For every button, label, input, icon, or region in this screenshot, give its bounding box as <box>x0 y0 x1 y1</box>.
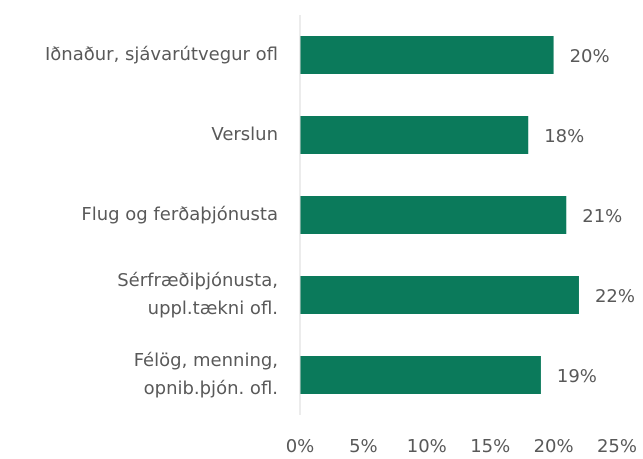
category-label: Verslun <box>211 124 278 145</box>
category-label-line: uppl.tækni ofl. <box>148 298 278 319</box>
x-tick-label: 5% <box>349 436 378 457</box>
x-tick-label: 0% <box>286 436 315 457</box>
category-label-line: Sérfræðiþjónusta, <box>117 270 278 291</box>
bar <box>300 196 567 234</box>
data-label: 21% <box>582 206 622 227</box>
category-label-line: Verslun <box>211 124 278 145</box>
bar <box>300 356 541 394</box>
data-label: 19% <box>557 366 597 387</box>
bar <box>300 36 554 74</box>
data-label: 20% <box>570 46 610 67</box>
category-label: Iðnaður, sjávarútvegur ofl <box>45 44 278 65</box>
data-label: 18% <box>544 126 584 147</box>
category-label-line: Iðnaður, sjávarútvegur ofl <box>45 44 278 65</box>
category-label: Flug og ferðaþjónusta <box>81 204 278 225</box>
data-label: 22% <box>595 286 635 307</box>
bar <box>300 116 529 154</box>
x-tick-label: 10% <box>407 436 447 457</box>
bar <box>300 276 579 314</box>
category-label-line: opnib.þjón. ofl. <box>144 378 278 399</box>
category-label-line: Flug og ferðaþjónusta <box>81 204 278 225</box>
x-tick-label: 25% <box>597 436 637 457</box>
category-label: Félög, menning, opnib.þjón. ofl. <box>134 350 278 399</box>
category-label: Sérfræðiþjónusta, uppl.tækni ofl. <box>117 270 278 319</box>
category-label-line: Félög, menning, <box>134 350 278 371</box>
x-tick-label: 15% <box>470 436 510 457</box>
x-tick-label: 20% <box>534 436 574 457</box>
